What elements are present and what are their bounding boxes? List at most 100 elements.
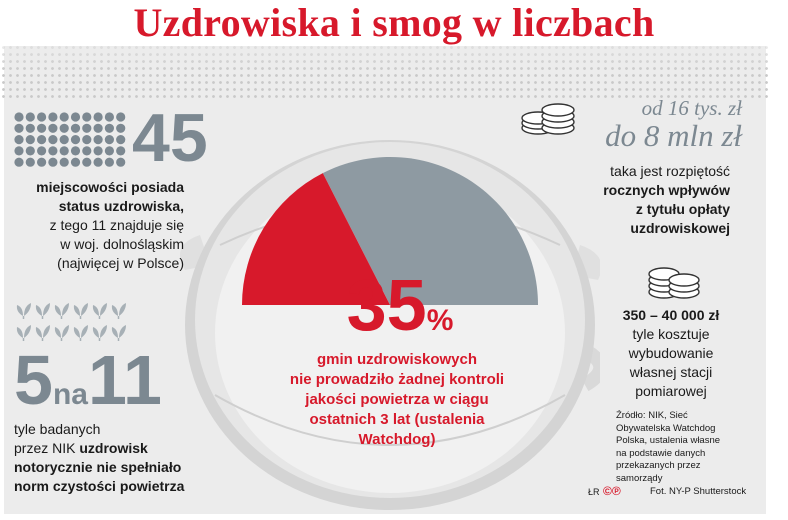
fee-description: taka jest rozpiętość rocznych wpływów z … [560,162,730,238]
source-line-2: Obywatelska Watchdog [616,422,716,434]
station-line-1: tyle kosztuje [632,326,710,342]
spa-dot [59,123,69,133]
ratio-line-4: norm czystości powietrza [14,478,185,494]
spa-dot [93,146,103,156]
spa-dot [82,112,92,122]
ratio-line-3: notorycznie nie spełniało [14,459,182,475]
leaf-sprout [54,303,69,319]
spa-dot [104,112,114,122]
spa-dot [59,146,69,156]
ratio-line-2a: przez NIK [14,440,80,456]
spa-dot [82,123,92,133]
leaf-sprout [73,325,88,341]
center-line-2: nie prowadziło żadnej kontroli [289,371,505,388]
coin-stack-icon [518,98,578,145]
spa-dot [116,146,126,156]
spa-dot [25,157,35,167]
center-line-4: ostatnich 3 lat (ustalenia [309,411,485,428]
source-line-4: na podstawie danych [616,447,706,459]
fee-to: do 8 mln zł [605,118,742,153]
spa-dot [104,157,114,167]
spa-dot [37,112,47,122]
spa-line-4: w woj. dolnośląskim [60,236,184,252]
spa-dot [59,112,69,122]
spa-dot [93,135,103,145]
fee-line-3: z tytułu opłaty [635,201,730,217]
spa-dot [104,135,114,145]
ratio-mid: na [52,378,88,411]
spa-dot [116,112,126,122]
spa-dot [25,112,35,122]
spa-dot [14,112,24,122]
spa-count-description: miejscowości posiada status uzdrowiska, … [14,178,184,273]
station-line-2: wybudowanie [628,345,714,361]
source-line-6: samorządy [616,472,663,484]
spa-dot [37,135,47,145]
center-line-3: jakości powietrza w ciągu [305,391,489,408]
spa-grid-icon [14,112,130,173]
leaf-sprout [73,303,88,319]
center-number: 35 [346,266,427,346]
spa-dot [93,112,103,122]
source-line-3: Polska, ustalenia własne [616,435,721,446]
spa-dot [70,135,81,145]
source-line-1: Źródło: NIK, Sieć [616,410,688,421]
spa-dot [14,157,24,167]
center-percent: 35% [300,270,500,362]
spa-dot [25,123,35,133]
leaf-sprout [92,303,107,319]
spa-dot [104,146,114,156]
author-initials: ŁR [588,487,600,497]
photo-credit: Fot. NY-P Shutterstock [650,486,747,497]
spa-dot [37,157,47,167]
leaf-sprout [35,303,50,319]
ratio-number: 5na11 [14,344,162,431]
coin-stack-icon [646,260,702,307]
fee-line-4: uzdrowiskowej [630,220,730,236]
spa-dot [70,146,81,156]
ratio-line-1: tyle badanych [14,421,101,437]
spa-dot [82,157,92,167]
ratio-left: 5 [14,341,53,419]
gauge-value-arc [242,173,390,305]
fee-line-2: rocznych wpływów [603,182,730,198]
leaf-sprout [35,325,50,341]
spa-dot [48,112,58,122]
spa-dot [70,157,81,167]
leaf-sprout [54,325,69,341]
spa-dot [70,123,81,133]
center-unit: % [426,304,454,337]
source-note: Źródło: NIK, Sieć Obywatelska Watchdog P… [616,410,756,485]
source-line-5: przekazanych przez [616,460,701,471]
spa-dot [48,157,58,167]
fee-line-1: taka jest rozpiętość [610,163,730,179]
spa-dot [104,123,114,133]
station-value: 350 – 40 000 zł [622,307,720,323]
leaf-sprout [111,325,126,341]
spa-dot [116,157,126,167]
spa-dot [82,146,92,156]
spa-dot [116,135,126,145]
ratio-description: tyle badanych przez NIK uzdrowisk notory… [14,420,204,496]
station-line-3: własnej stacji [629,364,713,380]
fee-from: od 16 tys. zł [641,96,742,120]
spa-line-5: (najwięcej w Polsce) [57,255,184,271]
gauge-remainder-arc [322,156,538,305]
spa-dot [93,157,103,167]
spa-line-1: miejscowości posiada [36,179,184,195]
page-title: Uzdrowiska i smog w liczbach [0,0,788,46]
leaf-sprout [16,303,31,319]
mask-illustration [180,95,608,515]
ratio-right: 11 [87,341,162,419]
leaf-sprout [111,303,126,319]
spa-dot [37,123,47,133]
center-line-5: Watchdog) [358,431,436,448]
spa-count-number: 45 [132,100,208,176]
mask-svg [180,140,608,510]
spa-dot [59,135,69,145]
center-line-1: gmin uzdrowiskowych [316,351,478,368]
gauge-chart [242,156,538,305]
spa-dot [48,123,58,133]
station-description: 350 – 40 000 zł tyle kosztuje wybudowani… [586,306,756,401]
spa-dot [82,135,92,145]
